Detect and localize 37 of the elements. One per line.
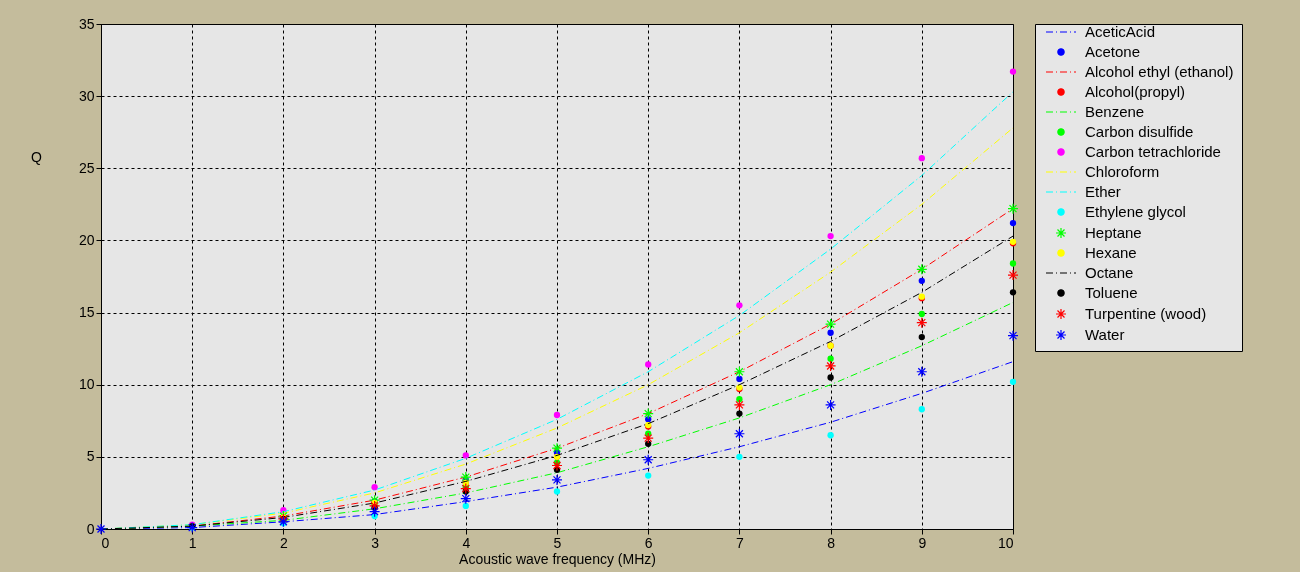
legend-label: Heptane [1085, 224, 1142, 241]
legend-label: Water [1085, 326, 1125, 343]
legend-label: Hexane [1085, 244, 1137, 261]
y-tick-label: 15 [78, 304, 95, 321]
y-tick-label: 35 [78, 15, 95, 32]
x-tick-label: 3 [371, 534, 380, 551]
legend-label: Alcohol(propyl) [1085, 83, 1186, 100]
x-tick-label: 8 [827, 534, 836, 551]
x-tick-label: 6 [644, 534, 653, 551]
x-tick-label: 10 [997, 534, 1014, 551]
legend-label: Ethylene glycol [1085, 203, 1186, 220]
y-tick-label: 30 [78, 87, 95, 104]
legend-label: Toluene [1085, 284, 1138, 301]
y-tick-label: 20 [78, 231, 95, 248]
legend-label: Benzene [1085, 103, 1145, 120]
x-tick-label: 0 [101, 534, 110, 551]
x-tick-label: 9 [918, 534, 927, 551]
legend-label: Ether [1085, 183, 1121, 200]
y-axis-title: Q [31, 148, 43, 165]
y-tick-label: 10 [78, 376, 95, 393]
legend-label: Alcohol ethyl (ethanol) [1085, 63, 1234, 80]
legend-label: Acetone [1085, 43, 1141, 60]
x-tick-label: 1 [188, 534, 197, 551]
x-axis-title: Acoustic wave frequency (MHz) [459, 550, 656, 567]
y-tick-label: 25 [78, 159, 95, 176]
x-tick-label: 2 [280, 534, 288, 551]
legend-label: Chloroform [1085, 163, 1160, 180]
y-tick-label: 5 [86, 448, 95, 465]
legend-label: Carbon disulfide [1085, 123, 1194, 140]
legend-label: Carbon tetrachloride [1085, 143, 1221, 160]
legend-label: Octane [1085, 264, 1134, 281]
x-tick-label: 5 [553, 534, 562, 551]
y-tick-label: 0 [86, 520, 95, 537]
x-tick-label: 4 [462, 534, 471, 551]
x-tick-label: 7 [736, 534, 744, 551]
legend-label: AceticAcid [1085, 23, 1156, 40]
legend-label: Turpentine (wood) [1085, 305, 1207, 322]
